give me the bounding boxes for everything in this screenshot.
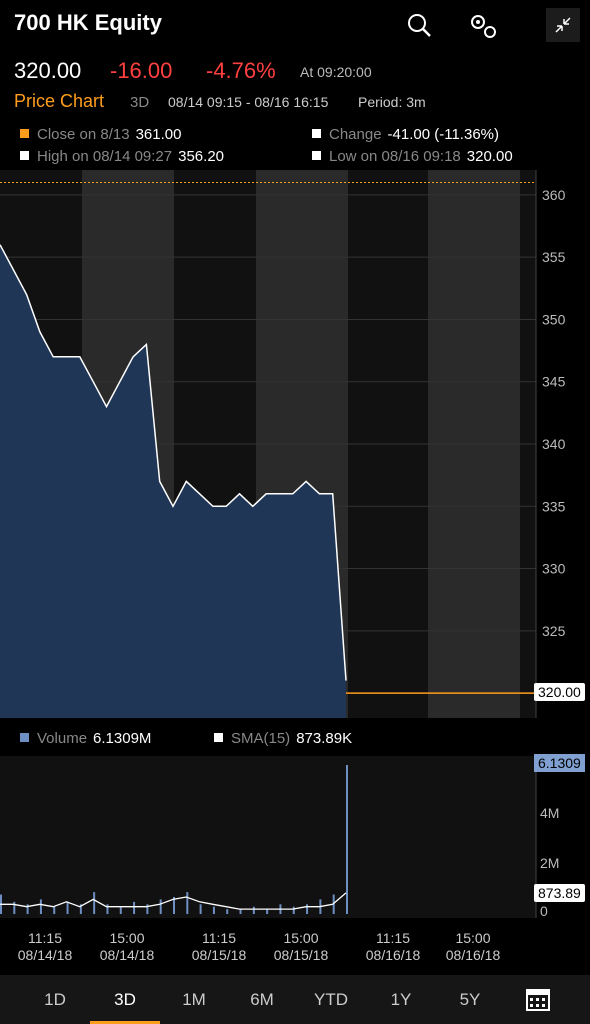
volume-bar (346, 764, 348, 914)
volume-tick-0: 0 (540, 903, 548, 919)
x-label-1: 11:15 08/14/18 (17, 930, 73, 963)
volume-bar (266, 909, 269, 914)
tab-5y[interactable]: 5Y (459, 990, 481, 1009)
price-area (0, 244, 346, 718)
volume-tick-4m: 4M (540, 805, 559, 821)
close-marker-icon (20, 129, 29, 138)
range-tabs: 1D 3D 1M 6M YTD 1Y 5Y (0, 975, 590, 1024)
volume-legend: Volume 6.1309M (20, 730, 151, 747)
volume-bar (146, 904, 149, 914)
stat-change: Change -41.00 (-11.36%) (312, 126, 499, 143)
sma-legend: SMA(15) 873.89K (214, 730, 352, 747)
volume-bar (106, 904, 109, 914)
x-label-5: 11:15 08/16/18 (365, 930, 421, 963)
low-marker-icon (312, 151, 321, 160)
tab-ytd[interactable]: YTD (314, 990, 348, 1009)
stat-low: Low on 08/16 09:18 320.00 (312, 148, 513, 165)
price-tick: 355 (542, 249, 566, 265)
price-tick: 340 (542, 436, 566, 452)
volume-bar (133, 901, 136, 914)
volume-bar (39, 899, 42, 914)
price-chart[interactable]: 360 355 350 345 340 335 330 325 (0, 170, 590, 730)
tab-1m[interactable]: 1M (182, 990, 206, 1009)
x-label-3: 11:15 08/15/18 (191, 930, 247, 963)
volume-bar (226, 909, 229, 914)
volume-bar (26, 904, 29, 914)
volume-bar (186, 892, 189, 914)
price-tick: 330 (542, 561, 566, 577)
search-icon[interactable] (402, 8, 436, 42)
stat-close: Close on 8/13 361.00 (20, 126, 181, 143)
price-tick: 335 (542, 498, 566, 514)
range-label: 3D (130, 94, 150, 111)
sma-line (0, 892, 347, 910)
volume-bar (93, 892, 96, 914)
price-tick: 360 (542, 187, 566, 203)
volume-bar (199, 904, 202, 914)
period-label: Period: 3m (358, 94, 426, 110)
as-of-time: At 09:20:00 (300, 64, 372, 80)
price-tick: 350 (542, 311, 566, 327)
sma-marker-icon (214, 733, 223, 742)
date-range: 08/14 09:15 - 08/16 16:15 (168, 94, 329, 110)
volume-marker-icon (20, 733, 29, 742)
collapse-icon[interactable] (546, 8, 580, 42)
volume-tick-2m: 2M (540, 855, 559, 871)
settings-gears-icon[interactable] (466, 8, 500, 42)
price-change-pct: -4.76% (206, 58, 276, 83)
volume-bar (66, 901, 69, 914)
volume-chart[interactable]: 4M 2M 0 (0, 756, 590, 922)
calendar-icon[interactable] (526, 987, 550, 1011)
tab-6m[interactable]: 6M (250, 990, 274, 1009)
change-marker-icon (312, 129, 321, 138)
sma-tag: 873.89 (534, 884, 585, 902)
last-price-tag: 320.00 (534, 683, 585, 701)
volume-bar (239, 909, 242, 914)
volume-bar (13, 901, 16, 914)
volume-bar (306, 904, 309, 914)
volume-bar (173, 896, 175, 914)
tab-1d[interactable]: 1D (44, 990, 66, 1009)
price-tick: 345 (542, 374, 566, 390)
volume-bar (212, 906, 215, 914)
tab-3d[interactable]: 3D (90, 975, 160, 1024)
ticker-title: 700 HK Equity (14, 10, 162, 35)
volume-bar (292, 906, 295, 914)
volume-bar (159, 899, 162, 914)
x-label-2: 15:00 08/14/18 (99, 930, 155, 963)
x-label-4: 15:00 08/15/18 (273, 930, 329, 963)
volume-bar (119, 906, 122, 914)
volume-background (0, 756, 536, 918)
volume-bar (79, 904, 82, 914)
volume-bar (53, 906, 56, 914)
last-price: 320.00 (14, 58, 82, 83)
high-marker-icon (20, 151, 29, 160)
volume-tag: 6.1309 (534, 754, 585, 772)
price-chart-title: Price Chart (14, 91, 105, 111)
stat-high: High on 08/14 09:27 356.20 (20, 148, 224, 165)
x-label-6: 15:00 08/16/18 (445, 930, 501, 963)
price-line (0, 244, 347, 681)
volume-bar (252, 906, 255, 914)
price-tick: 325 (542, 623, 566, 639)
tab-1y[interactable]: 1Y (390, 990, 412, 1009)
price-change: -16.00 (110, 58, 173, 83)
